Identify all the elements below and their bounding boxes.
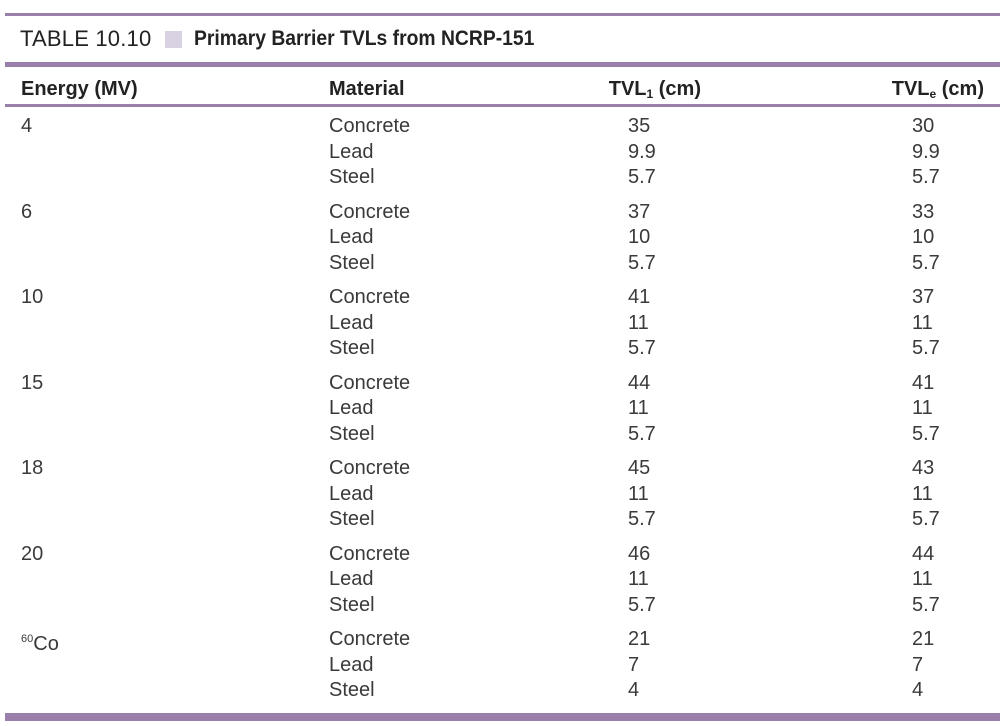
tvl1-cell: 7 [628,653,640,676]
header-bottom-rule [5,104,1000,107]
tvl1-cell: 41 [628,286,651,308]
header-tvle-unit: (cm) [936,78,984,100]
energy-value: 60Co [21,627,59,658]
material-cell: Lead [329,568,374,591]
tvl1-cell: 5.7 [628,166,656,189]
material-cell: Steel [329,679,375,702]
tvle-cell: 44 [912,542,935,565]
tvl1-cell: 5.7 [628,251,656,274]
tvl1-cell: 21 [628,628,651,650]
tvle-cell: 21 [912,628,935,650]
header-tvle-subscript: e [929,87,937,101]
tvl1-cell: 11 [628,568,649,591]
tvl1-cell: 9.9 [628,140,656,163]
tvle-cell: 5.7 [912,337,940,360]
tvl1-cell: 11 [628,311,649,334]
caption-square-icon [165,30,183,48]
material-cell: Concrete [329,371,411,394]
tvle-cell: 33 [912,200,935,223]
energy-value: 18 [21,457,44,479]
material-cell: Lead [329,226,374,249]
tvl1-cell: 5.7 [628,508,656,531]
energy-group: 18 Concrete 45 43 Lead 11 11 Steel 5.7 5… [0,456,1005,533]
tvle-cell: 7 [912,653,924,676]
material-cell: Concrete [329,115,411,137]
tvl1-cell: 5.7 [628,337,656,360]
tvle-cell: 9.9 [912,140,940,163]
energy-value: 4 [21,115,33,137]
header-tvle: TVLe (cm) [892,78,984,101]
header-tvl1: TVL1 (cm) [609,78,701,101]
tvl1-cell: 5.7 [628,422,656,445]
header-top-rule [5,62,1000,67]
tvl1-cell: 4 [628,679,640,702]
tvle-cell: 11 [912,311,933,334]
energy-group: 6 Concrete 37 33 Lead 10 10 Steel 5.7 5.… [0,200,1005,277]
tvl1-cell: 35 [628,115,651,137]
tvle-cell: 5.7 [912,251,940,274]
tvl1-cell: 46 [628,542,651,565]
material-cell: Lead [329,311,374,334]
tvl1-cell: 5.7 [628,593,656,616]
header-tvl1-subscript: 1 [646,87,654,101]
energy-group: 15 Concrete 44 41 Lead 11 11 Steel 5.7 5… [0,371,1005,448]
energy-symbol: Co [33,633,59,655]
table-title: Primary Barrier TVLs from NCRP-151 [194,27,535,50]
energy-value: 20 [21,542,44,565]
material-cell: Concrete [329,200,411,223]
material-cell: Concrete [329,542,411,565]
header-material: Material [329,78,405,100]
energy-group: 20 Concrete 46 44 Lead 11 11 Steel 5.7 5… [0,542,1005,619]
material-cell: Steel [329,508,375,531]
material-cell: Steel [329,422,375,445]
energy-value: 6 [21,200,33,223]
tvle-cell: 11 [912,397,933,420]
tvle-cell: 11 [912,482,933,505]
tvl1-cell: 11 [628,397,649,420]
header-tvle-main: TVL [891,78,930,100]
tvl1-cell: 10 [628,226,651,249]
tvle-cell: 41 [912,371,935,394]
top-rule [5,13,1000,16]
tvle-cell: 4 [912,679,924,702]
material-cell: Concrete [329,286,411,308]
energy-superscript: 60 [21,633,34,645]
tvle-cell: 5.7 [912,166,940,189]
table-caption: TABLE 10.10 Primary Barrier TVLs from NC… [20,24,564,54]
tvle-cell: 5.7 [912,508,940,531]
material-cell: Concrete [329,628,411,650]
tvl1-cell: 11 [628,482,649,505]
material-cell: Lead [329,140,374,163]
table-number: TABLE 10.10 [20,26,152,51]
material-cell: Steel [329,593,375,616]
material-cell: Lead [329,653,374,676]
material-cell: Steel [329,337,375,360]
tvle-cell: 10 [912,226,935,249]
material-cell: Concrete [329,457,411,479]
energy-group: 60Co Concrete 21 21 Lead 7 7 Steel 4 4 [0,627,1005,704]
header-tvl1-main: TVL [608,78,647,100]
energy-group: 4 Concrete 35 30 Lead 9.9 9.9 Steel 5.7 … [0,114,1005,191]
tvle-cell: 5.7 [912,593,940,616]
tvle-cell: 37 [912,286,935,308]
energy-value: 15 [21,371,44,394]
tvl1-cell: 37 [628,200,651,223]
tvle-cell: 5.7 [912,422,940,445]
material-cell: Steel [329,251,375,274]
tvl1-cell: 45 [628,457,651,479]
tvle-cell: 30 [912,115,935,137]
material-cell: Lead [329,482,374,505]
energy-group: 10 Concrete 41 37 Lead 11 11 Steel 5.7 5… [0,285,1005,362]
tvl1-cell: 44 [628,371,651,394]
header-energy: Energy (MV) [21,78,138,100]
bottom-rule [5,713,1000,721]
header-tvl1-unit: (cm) [653,78,701,100]
tvle-cell: 11 [912,568,933,591]
energy-value: 10 [21,286,44,308]
material-cell: Steel [329,166,375,189]
material-cell: Lead [329,397,374,420]
tvle-cell: 43 [912,457,935,479]
